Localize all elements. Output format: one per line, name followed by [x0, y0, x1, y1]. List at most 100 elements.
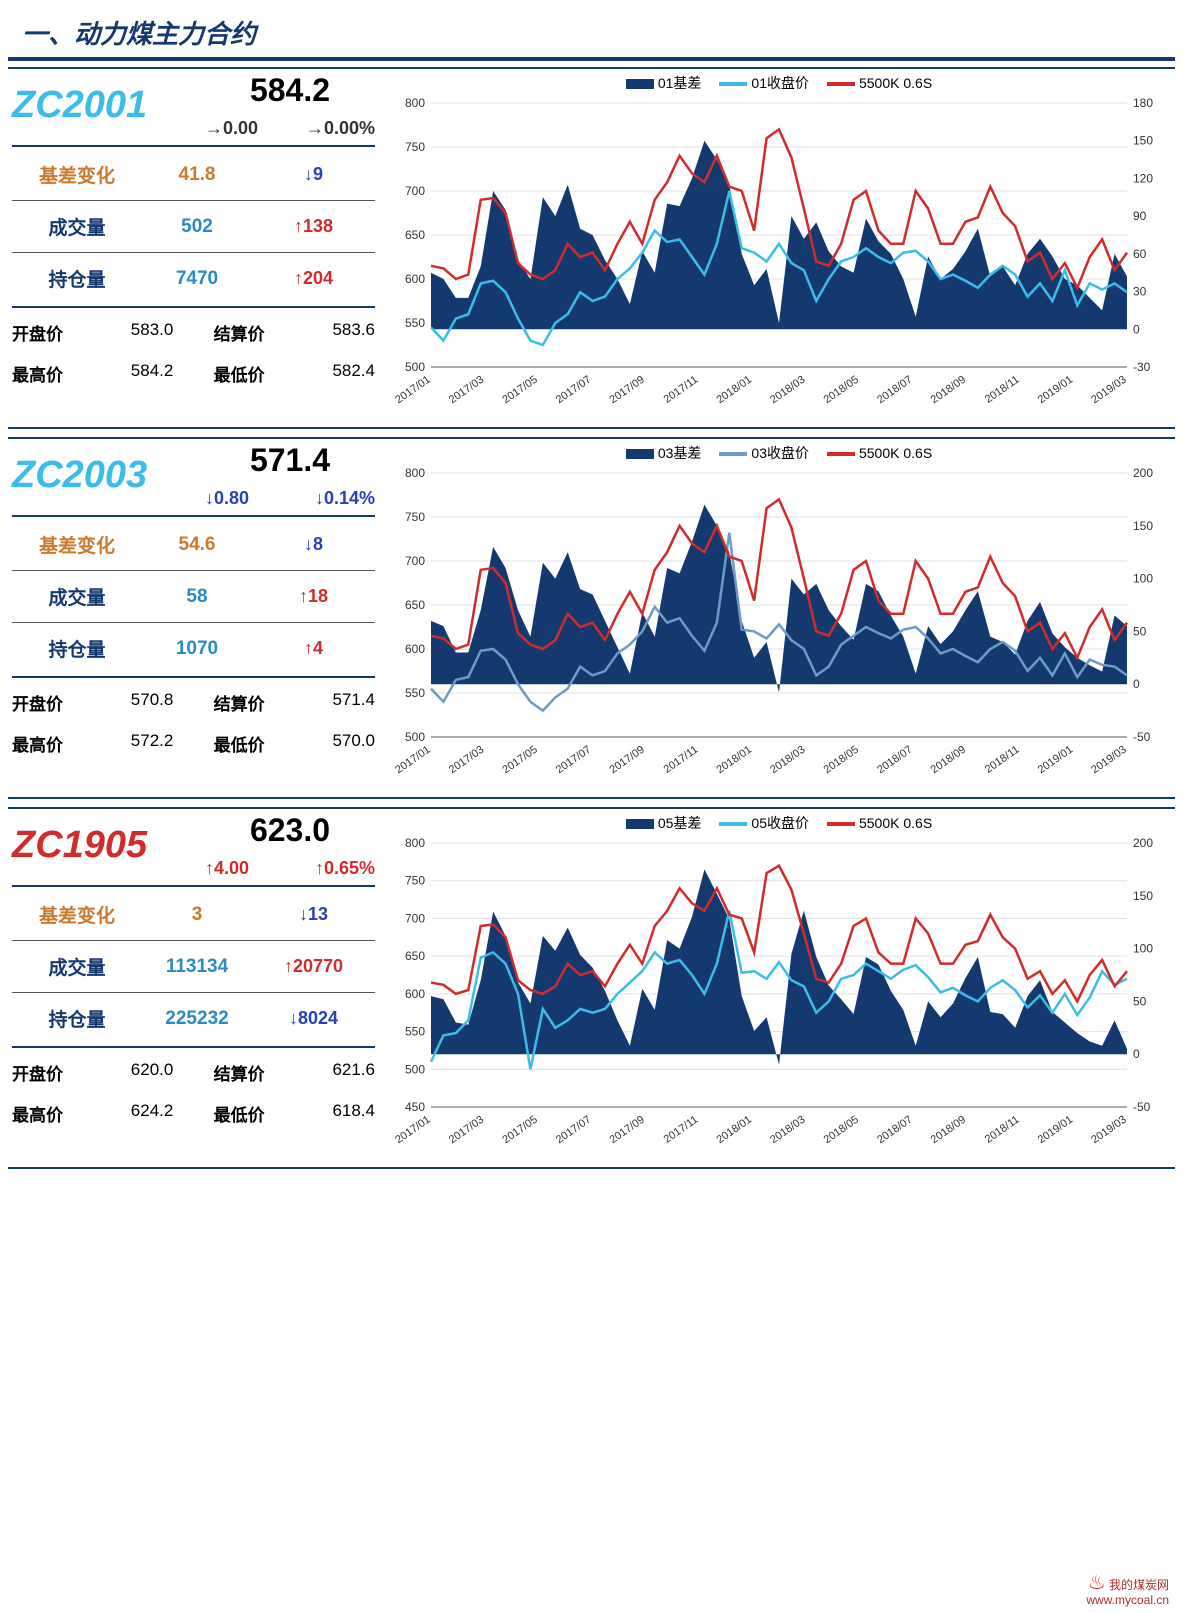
svg-text:0: 0 [1133, 677, 1140, 691]
price-chart: 500550600650700750800-300306090120150180… [389, 95, 1169, 425]
basis-delta: ↓13 [252, 904, 375, 925]
svg-text:2019/03: 2019/03 [1089, 744, 1128, 777]
chart-legend: 05基差 05收盘价 5500K 0.6S [389, 813, 1169, 833]
svg-text:50: 50 [1133, 994, 1147, 1008]
last-price: 571.4 [205, 443, 375, 478]
svg-text:750: 750 [405, 510, 425, 524]
chart-panel: 01基差 01收盘价 5500K 0.6S5005506006507007508… [383, 69, 1175, 425]
settle-label: 结算价 [214, 1060, 265, 1085]
contract-block: ZC2001 584.2 →0.00 →0.00% 基差变化 41.8 ↓9 成… [8, 67, 1175, 429]
svg-text:750: 750 [405, 874, 425, 888]
svg-text:650: 650 [405, 598, 425, 612]
volume-delta: ↑138 [252, 216, 375, 237]
svg-text:2019/01: 2019/01 [1036, 374, 1075, 407]
svg-text:800: 800 [405, 836, 425, 850]
basis-value: 3 [142, 904, 252, 926]
ticker-symbol: ZC2003 [12, 443, 147, 497]
ticker-symbol: ZC1905 [12, 813, 147, 867]
svg-text:2018/05: 2018/05 [822, 1114, 861, 1147]
oi-value: 225232 [142, 1008, 252, 1030]
svg-text:2019/03: 2019/03 [1089, 374, 1128, 407]
svg-text:2017/11: 2017/11 [662, 1114, 701, 1146]
svg-text:700: 700 [405, 911, 425, 925]
high-label: 最高价 [12, 1101, 63, 1126]
section-header: 一、动力煤主力合约 [8, 8, 1175, 61]
settle-value: 583.6 [305, 320, 375, 345]
low-value: 582.4 [305, 361, 375, 386]
volume-label: 成交量 [12, 213, 142, 240]
svg-text:30: 30 [1133, 285, 1147, 299]
open-label: 开盘价 [12, 320, 63, 345]
low-value: 570.0 [305, 731, 375, 756]
svg-text:450: 450 [405, 1100, 425, 1114]
last-price: 623.0 [205, 813, 375, 848]
change-pct: →0.00% [306, 118, 375, 139]
svg-text:2017/07: 2017/07 [554, 374, 593, 407]
low-label: 最低价 [214, 731, 265, 756]
svg-text:800: 800 [405, 96, 425, 110]
svg-text:2017/09: 2017/09 [607, 1114, 646, 1147]
contract-block: ZC1905 623.0 ↑4.00 ↑0.65% 基差变化 3 ↓13 成交量… [8, 807, 1175, 1169]
legend-close: 01收盘价 [719, 73, 809, 93]
svg-text:2017/09: 2017/09 [607, 744, 646, 777]
svg-text:2018/01: 2018/01 [714, 744, 753, 777]
watermark: ♨ 我的煤炭网 www.mycoal.cn [1086, 1572, 1169, 1607]
oi-delta: ↓8024 [252, 1008, 375, 1029]
svg-text:2018/11: 2018/11 [983, 1114, 1022, 1146]
svg-text:2017/05: 2017/05 [500, 744, 539, 777]
svg-text:0: 0 [1133, 322, 1140, 336]
basis-label: 基差变化 [12, 901, 142, 928]
open-value: 583.0 [103, 320, 173, 345]
svg-text:180: 180 [1133, 96, 1153, 110]
basis-value: 41.8 [142, 164, 252, 186]
svg-text:2019/01: 2019/01 [1036, 744, 1075, 777]
open-label: 开盘价 [12, 1060, 63, 1085]
last-price: 584.2 [205, 73, 375, 108]
legend-area: 05基差 [626, 813, 702, 833]
svg-text:2018/05: 2018/05 [822, 744, 861, 777]
svg-text:600: 600 [405, 642, 425, 656]
oi-label: 持仓量 [12, 635, 142, 662]
change-pct: ↑0.65% [315, 858, 375, 879]
volume-delta: ↑18 [252, 586, 375, 607]
oi-value: 7470 [142, 268, 252, 290]
svg-text:2018/01: 2018/01 [714, 1114, 753, 1147]
svg-text:2017/11: 2017/11 [662, 744, 701, 776]
low-label: 最低价 [214, 361, 265, 386]
svg-text:2017/03: 2017/03 [447, 1114, 486, 1147]
svg-text:0: 0 [1133, 1047, 1140, 1061]
svg-text:550: 550 [405, 686, 425, 700]
svg-text:2018/05: 2018/05 [822, 374, 861, 407]
svg-text:2018/07: 2018/07 [875, 1114, 914, 1147]
contract-block: ZC2003 571.4 ↓0.80 ↓0.14% 基差变化 54.6 ↓8 成… [8, 437, 1175, 799]
stats-panel: ZC2003 571.4 ↓0.80 ↓0.14% 基差变化 54.6 ↓8 成… [8, 439, 383, 795]
volume-label: 成交量 [12, 583, 142, 610]
high-value: 624.2 [103, 1101, 173, 1126]
price-chart: 500550600650700750800-500501001502002017… [389, 465, 1169, 795]
legend-spot: 5500K 0.6S [827, 445, 932, 461]
stats-panel: ZC1905 623.0 ↑4.00 ↑0.65% 基差变化 3 ↓13 成交量… [8, 809, 383, 1165]
chart-panel: 03基差 03收盘价 5500K 0.6S5005506006507007508… [383, 439, 1175, 795]
svg-text:2018/09: 2018/09 [929, 1114, 968, 1147]
settle-label: 结算价 [214, 690, 265, 715]
settle-label: 结算价 [214, 320, 265, 345]
svg-text:60: 60 [1133, 247, 1147, 261]
section-title: 一、动力煤主力合约 [22, 14, 1161, 51]
svg-text:2019/03: 2019/03 [1089, 1114, 1128, 1147]
svg-text:120: 120 [1133, 171, 1153, 185]
basis-label: 基差变化 [12, 531, 142, 558]
legend-spot: 5500K 0.6S [827, 815, 932, 831]
svg-text:2017/09: 2017/09 [607, 374, 646, 407]
svg-text:200: 200 [1133, 836, 1153, 850]
svg-text:2017/05: 2017/05 [500, 1114, 539, 1147]
svg-text:2017/01: 2017/01 [393, 744, 432, 777]
svg-text:150: 150 [1133, 519, 1153, 533]
ticker-symbol: ZC2001 [12, 73, 147, 127]
svg-text:500: 500 [405, 730, 425, 744]
svg-text:2017/03: 2017/03 [447, 744, 486, 777]
svg-text:2018/11: 2018/11 [983, 374, 1022, 406]
price-chart: 450500550600650700750800-500501001502002… [389, 835, 1169, 1165]
flame-icon: ♨ [1088, 1572, 1106, 1594]
settle-value: 571.4 [305, 690, 375, 715]
legend-close: 05收盘价 [719, 813, 809, 833]
